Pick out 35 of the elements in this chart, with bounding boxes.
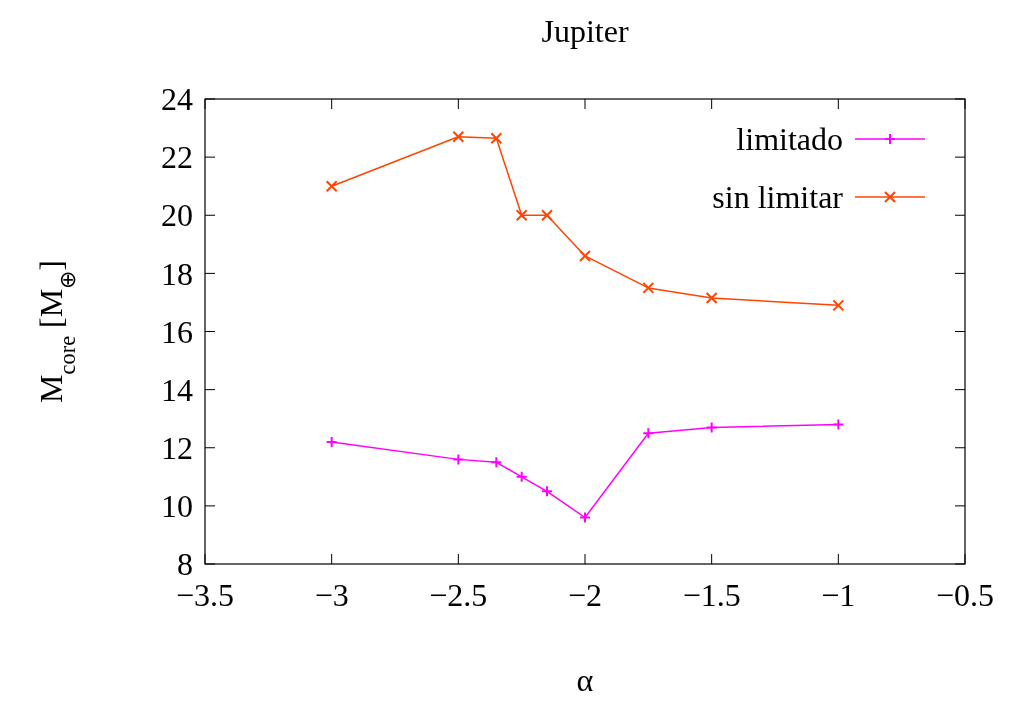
y-tick-label: 20 bbox=[161, 197, 193, 234]
y-tick-label: 16 bbox=[161, 313, 193, 350]
point bbox=[452, 453, 465, 466]
point bbox=[832, 418, 845, 431]
y-tick-label: 12 bbox=[161, 429, 193, 466]
x-axis-title: α bbox=[576, 662, 594, 698]
point bbox=[579, 249, 591, 262]
point bbox=[642, 281, 655, 294]
x-tick-label: −3 bbox=[314, 577, 349, 613]
point bbox=[705, 292, 718, 305]
y-tick-label: 18 bbox=[161, 255, 193, 292]
point bbox=[325, 180, 338, 193]
point bbox=[705, 421, 718, 434]
x-tick-label: −2 bbox=[567, 577, 603, 613]
x-tick-label: −2.5 bbox=[429, 577, 488, 613]
point bbox=[452, 130, 465, 143]
point bbox=[541, 485, 553, 498]
y-tick-label: 10 bbox=[161, 488, 193, 525]
y-tick-label: 24 bbox=[161, 81, 193, 118]
point bbox=[579, 511, 591, 524]
legend-label: sin limitar bbox=[712, 179, 844, 216]
chart-title: Jupiter bbox=[541, 13, 629, 49]
y-tick-label: 14 bbox=[161, 371, 193, 408]
point bbox=[832, 299, 845, 312]
point bbox=[515, 470, 528, 483]
point bbox=[541, 209, 553, 222]
x-tick-label: −0.5 bbox=[935, 577, 995, 613]
point bbox=[642, 427, 655, 440]
y-tick-label: 22 bbox=[161, 139, 193, 176]
x-tick-label: −1.5 bbox=[682, 577, 741, 613]
point bbox=[490, 456, 503, 469]
point bbox=[515, 209, 528, 222]
legend-label: limitado bbox=[736, 121, 843, 158]
x-tick-label: −1 bbox=[821, 577, 856, 613]
point bbox=[490, 132, 503, 145]
